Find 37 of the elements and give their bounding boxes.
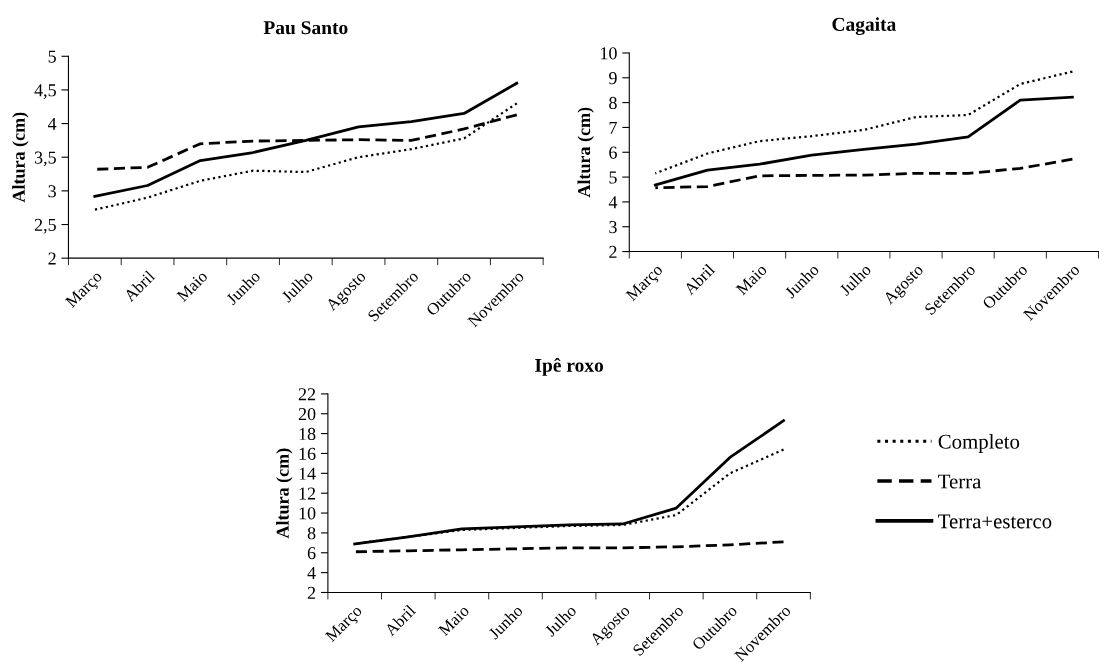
y-tick-label: 8 xyxy=(609,96,617,110)
y-axis-title: Altura (cm) xyxy=(577,107,594,198)
y-tick-label: 18 xyxy=(299,427,316,441)
y-tick-label: 6 xyxy=(609,146,617,159)
chart-title: Pau Santo xyxy=(263,21,348,35)
y-tick-label: 10 xyxy=(299,507,316,520)
y-tick-label: 6 xyxy=(307,547,316,560)
y-tick-label: 2 xyxy=(609,245,617,258)
y-tick-label: 9 xyxy=(609,72,617,85)
chart-title: Ipê roxo xyxy=(535,357,604,376)
y-tick-label: 2 xyxy=(48,252,56,265)
y-tick-label: 20 xyxy=(298,408,316,421)
y-axis-title: Altura (cm) xyxy=(276,448,293,539)
y-tick-label: 3 xyxy=(48,185,56,198)
y-tick-label: 4 xyxy=(608,196,618,209)
y-tick-label: 3,5 xyxy=(34,151,56,167)
y-tick-label: 5 xyxy=(609,171,617,184)
y-tick-label: 12 xyxy=(299,487,316,500)
legend-label: Terra+esterco xyxy=(938,514,1052,529)
y-tick-label: 2 xyxy=(307,586,316,599)
y-tick-label: 4 xyxy=(47,117,57,130)
y-axis-title: Altura (cm) xyxy=(12,112,29,203)
y-tick-label: 2,5 xyxy=(34,218,56,234)
y-tick-label: 4 xyxy=(307,567,316,579)
y-tick-label: 3 xyxy=(609,221,617,234)
y-tick-label: 8 xyxy=(307,527,316,540)
y-tick-label: 4,5 xyxy=(34,84,56,99)
y-tick-label: 7 xyxy=(609,121,617,134)
legend-label: Terra xyxy=(938,474,982,489)
y-tick-label: 10 xyxy=(601,47,617,60)
legend-label: Completo xyxy=(938,434,1020,453)
y-tick-label: 14 xyxy=(299,467,316,480)
y-tick-label: 5 xyxy=(48,50,56,63)
x-tick-label: Maio xyxy=(437,604,470,637)
y-tick-label: 16 xyxy=(299,447,316,460)
chart-title: Cagaita xyxy=(832,17,896,36)
y-tick-label: 22 xyxy=(298,388,316,401)
